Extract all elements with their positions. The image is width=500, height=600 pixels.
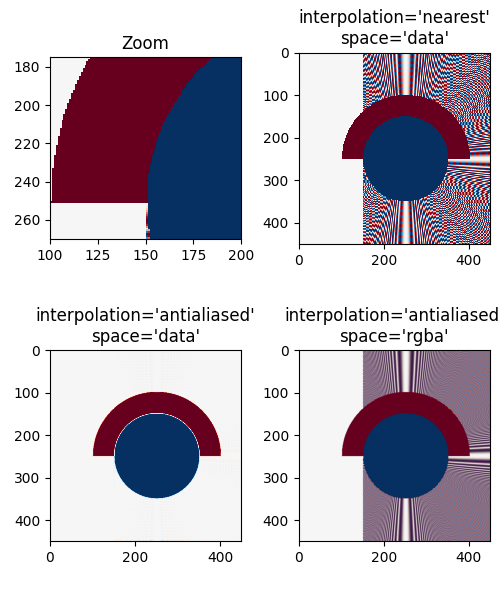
Title: interpolation='nearest'
space='data': interpolation='nearest' space='data' [298, 10, 490, 48]
Title: interpolation='antialiased'
space='data': interpolation='antialiased' space='data' [36, 307, 256, 346]
Title: Zoom: Zoom [122, 35, 170, 53]
Title: interpolation='antialiased'
space='rgba': interpolation='antialiased' space='rgba' [284, 307, 500, 346]
